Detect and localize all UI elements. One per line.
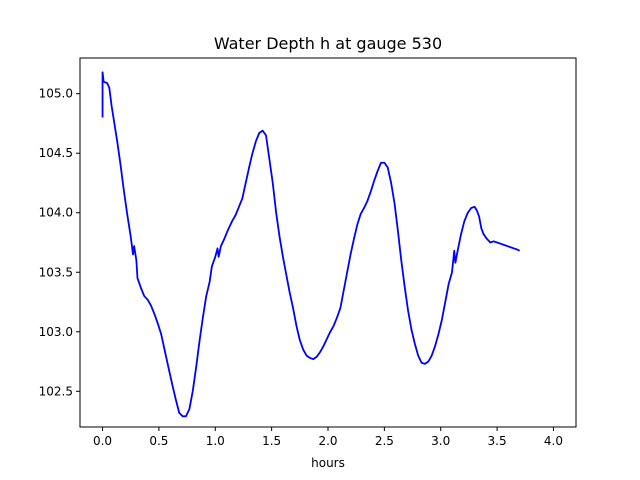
y-tick-label: 102.5 [39, 384, 73, 398]
y-tick-label: 104.0 [39, 206, 73, 220]
x-tick-label: 2.0 [318, 434, 337, 448]
y-tick-label: 103.5 [39, 265, 73, 279]
y-tick-label: 103.0 [39, 325, 73, 339]
y-tick-label: 104.5 [39, 146, 73, 160]
x-axis-label: hours [311, 456, 345, 470]
y-axis: 102.5 103.0 103.5 104.0 104.5 105.0 [39, 87, 80, 398]
plot-frame [79, 57, 577, 428]
x-tick-label: 3.5 [488, 434, 507, 448]
x-tick-label: 4.0 [544, 434, 563, 448]
x-axis: 0.0 0.5 1.0 1.5 2.0 2.5 3.0 3.5 4.0 [93, 427, 563, 448]
series-line-1 [101, 71, 521, 418]
x-tick-label: 0.5 [149, 434, 168, 448]
chart-title: Water Depth h at gauge 530 [214, 34, 442, 53]
x-tick-label: 1.5 [262, 434, 281, 448]
y-tick-label: 105.0 [39, 87, 73, 101]
x-tick-label: 0.0 [93, 434, 112, 448]
x-tick-label: 2.5 [375, 434, 394, 448]
plot-area [101, 71, 521, 418]
x-tick-label: 3.0 [431, 434, 450, 448]
x-tick-label: 1.0 [206, 434, 225, 448]
